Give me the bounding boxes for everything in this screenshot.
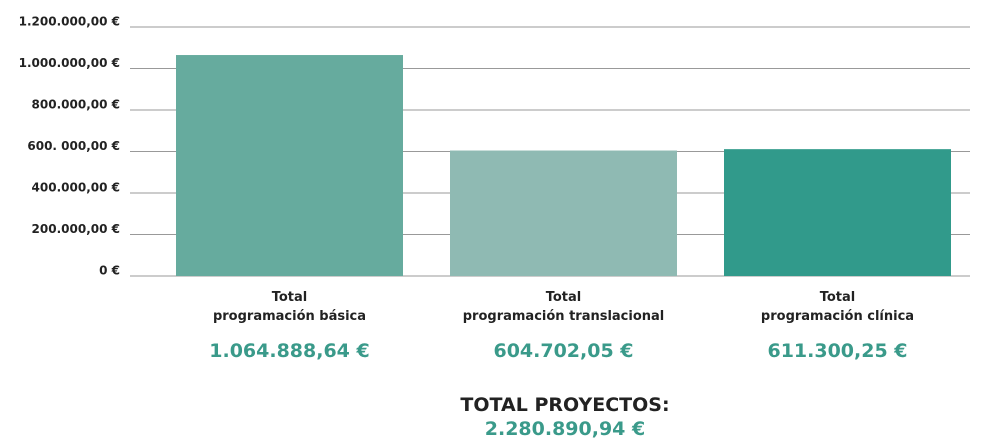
bar — [176, 55, 403, 276]
y-tick-label: 600. 000,00 € — [27, 139, 120, 153]
x-tick-label: Total programación básica — [212, 290, 367, 324]
x-tick-label: Total programación clínica — [760, 290, 915, 324]
total-label: TOTAL PROYECTOS: — [460, 394, 670, 416]
y-tick-label: 1.200.000,00 € — [19, 15, 120, 29]
y-tick-label: 1.000.000,00 € — [19, 56, 120, 70]
total-value: 2.280.890,94 € — [484, 418, 646, 440]
value-label: 604.702,05 € — [493, 340, 634, 362]
y-tick-label: 800.000,00 € — [32, 98, 120, 112]
bar — [724, 149, 951, 276]
y-tick-label: 0 € — [99, 264, 120, 278]
bar — [450, 150, 677, 276]
y-tick-label: 400.000,00 € — [32, 181, 120, 195]
y-tick-label: 200.000,00 € — [32, 222, 120, 236]
x-tick-label: Total programación translacional — [462, 290, 665, 324]
value-label: 1.064.888,64 € — [209, 340, 370, 362]
value-label: 611.300,25 € — [767, 340, 908, 362]
